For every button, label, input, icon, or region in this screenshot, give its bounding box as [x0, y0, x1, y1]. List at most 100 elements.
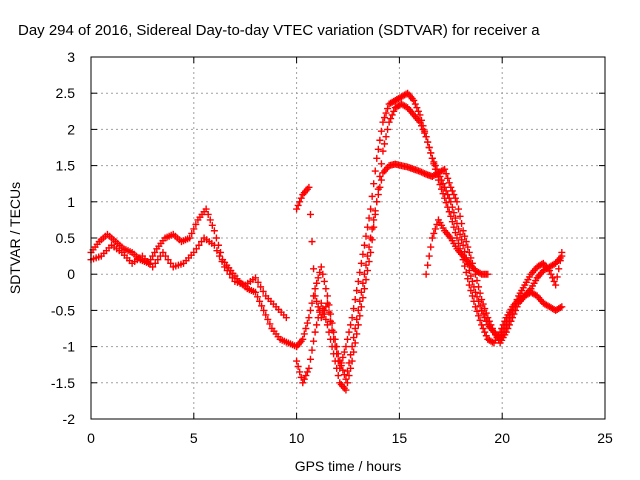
data-point	[202, 205, 210, 213]
data-point-interp	[482, 309, 490, 317]
data-point-interp	[556, 304, 564, 312]
data-point-interp	[504, 317, 512, 325]
data-point-interp	[325, 308, 333, 316]
data-point	[305, 314, 313, 322]
data-point-interp	[347, 321, 355, 329]
data-point-interp	[353, 286, 361, 294]
data-point-interp	[313, 279, 321, 287]
data-point-interp	[538, 260, 546, 268]
data-point	[496, 335, 504, 343]
data-point-interp	[364, 223, 372, 231]
series-0	[87, 205, 301, 351]
data-point	[251, 288, 259, 296]
data-point-interp	[374, 145, 382, 153]
data-point-interp	[266, 320, 274, 328]
data-point-interp	[334, 372, 342, 380]
data-point	[323, 292, 331, 300]
data-point-interp	[374, 185, 382, 193]
data-point-interp	[450, 223, 458, 231]
chart-title: Day 294 of 2016, Sidereal Day-to-day VTE…	[18, 22, 540, 39]
data-point	[210, 227, 218, 235]
data-point	[373, 198, 381, 206]
data-point	[552, 281, 560, 289]
data-point-interp	[458, 236, 466, 244]
y-tick-label: 1.5	[56, 158, 76, 174]
data-point	[478, 321, 486, 329]
data-point-interp	[418, 168, 426, 176]
data-point-interp	[356, 312, 364, 320]
data-point-interp	[424, 261, 432, 269]
data-point-interp	[479, 325, 487, 332]
data-point-interp	[411, 100, 419, 108]
data-point-interp	[322, 315, 330, 323]
data-point	[379, 118, 387, 126]
data-point-interp	[445, 208, 453, 216]
data-point-interp	[498, 332, 506, 340]
data-point-interp	[313, 297, 321, 305]
data-point-interp	[455, 205, 463, 213]
data-point-interp	[456, 230, 464, 238]
data-point-interp	[216, 252, 223, 260]
data-point	[186, 234, 194, 242]
data-point-interp	[308, 238, 316, 246]
y-tick-label: 3	[67, 49, 75, 65]
data-point-interp	[380, 140, 388, 148]
data-point-interp	[320, 277, 328, 285]
data-point-interp	[461, 232, 469, 240]
y-axis-label: SDTVAR / TECUs	[7, 182, 23, 294]
data-point-interp	[481, 328, 489, 336]
data-point-interp	[353, 330, 361, 338]
data-point-interp	[351, 325, 359, 332]
y-tick-label: -1.5	[51, 375, 75, 391]
data-point-interp	[414, 107, 422, 115]
data-point-interp	[370, 180, 378, 188]
data-point-interp	[431, 225, 439, 233]
data-point-interp	[475, 297, 483, 305]
data-point-interp	[306, 306, 314, 314]
data-point-interp	[262, 311, 270, 319]
data-point-interp	[256, 297, 264, 305]
data-point	[323, 321, 331, 329]
data-point-interp	[467, 272, 475, 280]
data-point-interp	[382, 109, 390, 117]
data-point-interp	[343, 379, 351, 387]
data-point	[360, 285, 368, 293]
data-point-interp	[345, 372, 353, 380]
data-point	[311, 292, 319, 300]
data-point-interp	[328, 326, 336, 334]
data-point-interp	[362, 232, 370, 240]
data-point-interp	[206, 216, 214, 224]
data-point-interp	[371, 210, 379, 218]
data-point-interp	[418, 116, 426, 124]
data-point-interp	[448, 218, 456, 226]
data-point-interp	[451, 229, 459, 237]
data-point-interp	[475, 312, 483, 320]
data-point-interp	[167, 259, 175, 267]
data-point-interp	[456, 212, 464, 220]
data-point	[342, 386, 350, 394]
data-point-interp	[356, 297, 364, 305]
data-point	[373, 154, 381, 162]
data-point	[299, 335, 307, 343]
data-point-interp	[319, 310, 327, 318]
data-point-interp	[226, 270, 234, 278]
data-point-interp	[359, 279, 367, 287]
data-point-interp	[550, 277, 558, 285]
data-point-interp	[510, 303, 518, 311]
data-point	[379, 147, 387, 155]
data-point-interp	[357, 288, 365, 296]
data-point-interp	[362, 261, 370, 269]
data-point-interp	[467, 286, 475, 294]
data-point-interp	[462, 238, 470, 246]
x-tick-label: 25	[597, 430, 613, 446]
data-point-interp	[382, 133, 390, 141]
data-point	[299, 379, 307, 387]
data-point	[342, 343, 350, 351]
data-points	[87, 89, 566, 394]
data-point-interp	[419, 122, 427, 130]
data-point-interp	[370, 223, 378, 231]
y-tick-label: 0.5	[56, 230, 76, 246]
data-point	[447, 198, 455, 206]
data-point	[323, 299, 331, 307]
